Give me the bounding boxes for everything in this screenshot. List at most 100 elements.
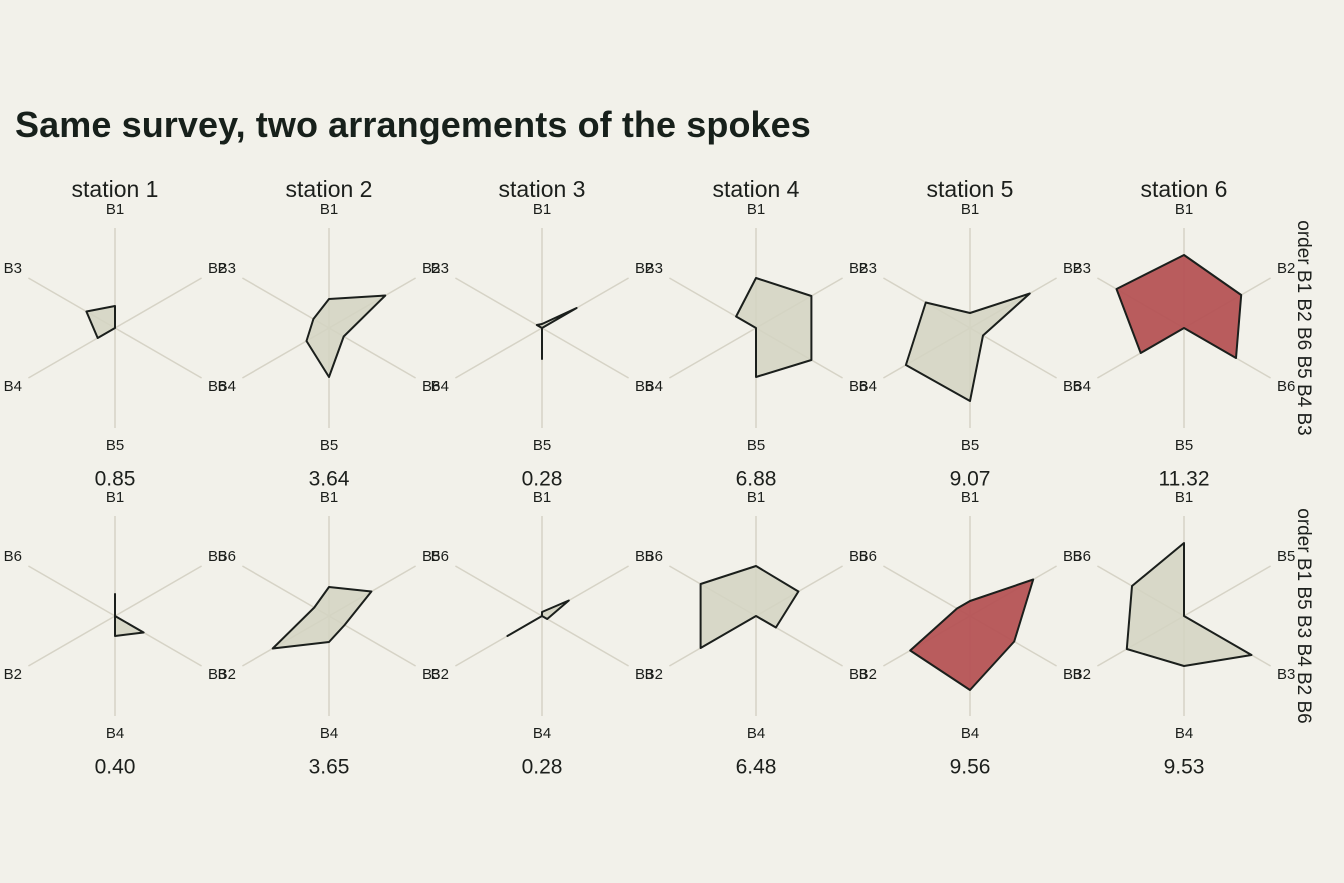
spoke-B6 (969, 327, 1057, 379)
panel-score-value: 6.48 (736, 756, 777, 779)
spoke-label-B2: B2 (4, 666, 22, 683)
spoke-label-B4: B4 (1073, 378, 1091, 395)
spoke-B3 (455, 277, 543, 329)
spoke-label-B1: B1 (320, 489, 338, 506)
radar-polygon (535, 307, 578, 360)
spoke-label-B3: B3 (422, 666, 440, 683)
spoke-label-B3: B3 (1277, 666, 1295, 683)
spoke-label-B3: B3 (859, 260, 877, 277)
spoke-B4 (455, 327, 543, 379)
spoke-label-B4: B4 (431, 378, 449, 395)
spoke-label-B3: B3 (218, 260, 236, 277)
radar-panel-r2-c4: B1 B5 B3 B4 B2 B6 6.48 (645, 489, 868, 779)
spoke-label-B1: B1 (747, 201, 765, 218)
spoke-label-B2: B2 (635, 260, 653, 277)
spoke-label-B4: B4 (961, 725, 979, 742)
spoke-label-B4: B4 (4, 378, 22, 395)
spoke-label-B6: B6 (208, 378, 226, 395)
radar-polygon (305, 294, 387, 378)
spoke-label-B5: B5 (961, 437, 979, 454)
spoke-label-B1: B1 (533, 489, 551, 506)
spoke-label-B5: B5 (533, 437, 551, 454)
spoke-B5 (1183, 565, 1271, 617)
radar-panel-r2-c5: B1 B5 B3 B4 B2 B6 9.56 (859, 489, 1082, 779)
spoke-label-B2: B2 (645, 666, 663, 683)
spoke-label-B6: B6 (4, 548, 22, 565)
panel-score-value: 3.65 (309, 756, 350, 779)
radar-polygon (735, 277, 813, 378)
panel-score-value: 9.56 (950, 756, 991, 779)
spoke-label-B3: B3 (4, 260, 22, 277)
radar-panel-r1-c6: B1 B2 B6 B5 B4 B3 11.32 (1073, 201, 1296, 491)
spoke-label-B5: B5 (106, 437, 124, 454)
row-strip-label-1: order B1 B2 B6 B5 B4 B3 (1293, 220, 1314, 435)
spoke-label-B6: B6 (849, 378, 867, 395)
spoke-label-B5: B5 (422, 548, 440, 565)
radar-polygon-highlighted (1115, 254, 1243, 359)
spoke-B6 (883, 565, 971, 617)
radar-panel-r1-c1: B1 B2 B6 B5 B4 B3 0.85 (4, 201, 227, 491)
spoke-label-B4: B4 (320, 725, 338, 742)
panel-score-value: 0.28 (522, 756, 563, 779)
spoke-label-B4: B4 (218, 378, 236, 395)
spoke-B2 (28, 615, 116, 667)
chart-title: Same survey, two arrangements of the spo… (15, 104, 811, 145)
radar-panel-r1-c2: B1 B2 B6 B5 B4 B3 3.64 (218, 201, 441, 491)
spoke-label-B2: B2 (431, 666, 449, 683)
radar-polygon (699, 565, 800, 649)
spoke-B6 (28, 565, 116, 617)
radar-panel-r2-c3: B1 B5 B3 B4 B2 B6 0.28 (431, 489, 654, 779)
radar-panel-r2-c6: B1 B5 B3 B4 B2 B6 9.53 (1073, 489, 1296, 779)
panel-score-value: 3.64 (309, 468, 350, 491)
spoke-label-B3: B3 (635, 666, 653, 683)
spoke-B4 (669, 327, 757, 379)
panel-score-value: 0.40 (95, 756, 136, 779)
spoke-label-B6: B6 (859, 548, 877, 565)
spoke-label-B3: B3 (431, 260, 449, 277)
spoke-label-B1: B1 (747, 489, 765, 506)
spoke-label-B5: B5 (747, 437, 765, 454)
spoke-label-B2: B2 (1063, 260, 1081, 277)
spoke-label-B1: B1 (961, 489, 979, 506)
radar-panel-r2-c2: B1 B5 B3 B4 B2 B6 3.65 (218, 489, 441, 779)
spoke-label-B3: B3 (208, 666, 226, 683)
spoke-label-B5: B5 (635, 548, 653, 565)
panel-score-value: 11.32 (1159, 468, 1210, 491)
spoke-B5 (114, 565, 202, 617)
spoke-label-B5: B5 (1277, 548, 1295, 565)
radar-panel-r2-c1: B1 B5 B3 B4 B2 B6 0.40 (4, 489, 227, 779)
column-header-station-1: station 1 (72, 176, 159, 202)
spoke-B2 (114, 277, 202, 329)
spoke-label-B2: B2 (849, 260, 867, 277)
column-header-station-4: station 4 (713, 176, 800, 202)
radar-polygon (114, 593, 145, 637)
spoke-label-B5: B5 (849, 548, 867, 565)
radar-polygon (271, 586, 373, 650)
spoke-B6 (541, 327, 629, 379)
spoke-label-B2: B2 (859, 666, 877, 683)
spoke-label-B5: B5 (320, 437, 338, 454)
spoke-label-B1: B1 (961, 201, 979, 218)
radar-panel-r1-c3: B1 B2 B6 B5 B4 B3 0.28 (431, 201, 654, 491)
spoke-label-B2: B2 (1073, 666, 1091, 683)
spoke-label-B2: B2 (208, 260, 226, 277)
radar-polygon (506, 599, 570, 637)
spoke-B6 (455, 565, 543, 617)
spoke-label-B4: B4 (645, 378, 663, 395)
spoke-label-B4: B4 (747, 725, 765, 742)
spoke-label-B6: B6 (645, 548, 663, 565)
panel-score-value: 9.07 (950, 468, 991, 491)
spoke-label-B5: B5 (1063, 548, 1081, 565)
spoke-label-B6: B6 (218, 548, 236, 565)
radar-panel-r1-c4: B1 B2 B6 B5 B4 B3 6.88 (645, 201, 868, 491)
spoke-B6 (114, 327, 202, 379)
spoke-label-B6: B6 (1073, 548, 1091, 565)
spoke-label-B6: B6 (422, 378, 440, 395)
column-header-station-5: station 5 (927, 176, 1014, 202)
column-header-station-6: station 6 (1141, 176, 1228, 202)
spoke-label-B2: B2 (422, 260, 440, 277)
radar-polygon-highlighted (909, 578, 1035, 691)
spoke-label-B4: B4 (1175, 725, 1193, 742)
spoke-B3 (541, 615, 629, 667)
